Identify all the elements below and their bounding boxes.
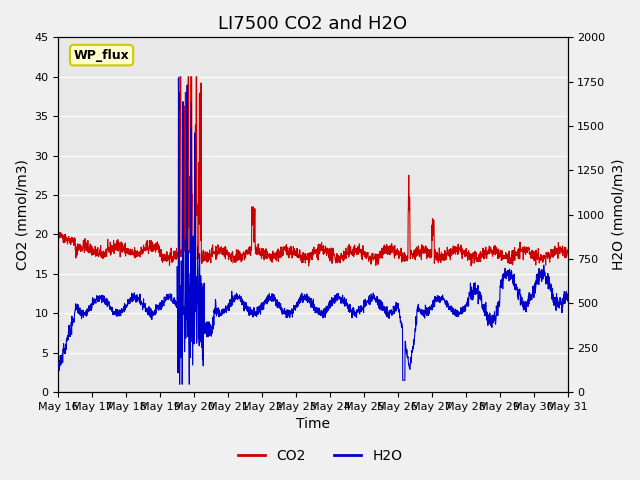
Legend: CO2, H2O: CO2, H2O (232, 443, 408, 468)
X-axis label: Time: Time (296, 418, 330, 432)
Text: WP_flux: WP_flux (74, 48, 129, 61)
Y-axis label: H2O (mmol/m3): H2O (mmol/m3) (611, 159, 625, 270)
Title: LI7500 CO2 and H2O: LI7500 CO2 and H2O (218, 15, 408, 33)
Y-axis label: CO2 (mmol/m3): CO2 (mmol/m3) (15, 159, 29, 270)
